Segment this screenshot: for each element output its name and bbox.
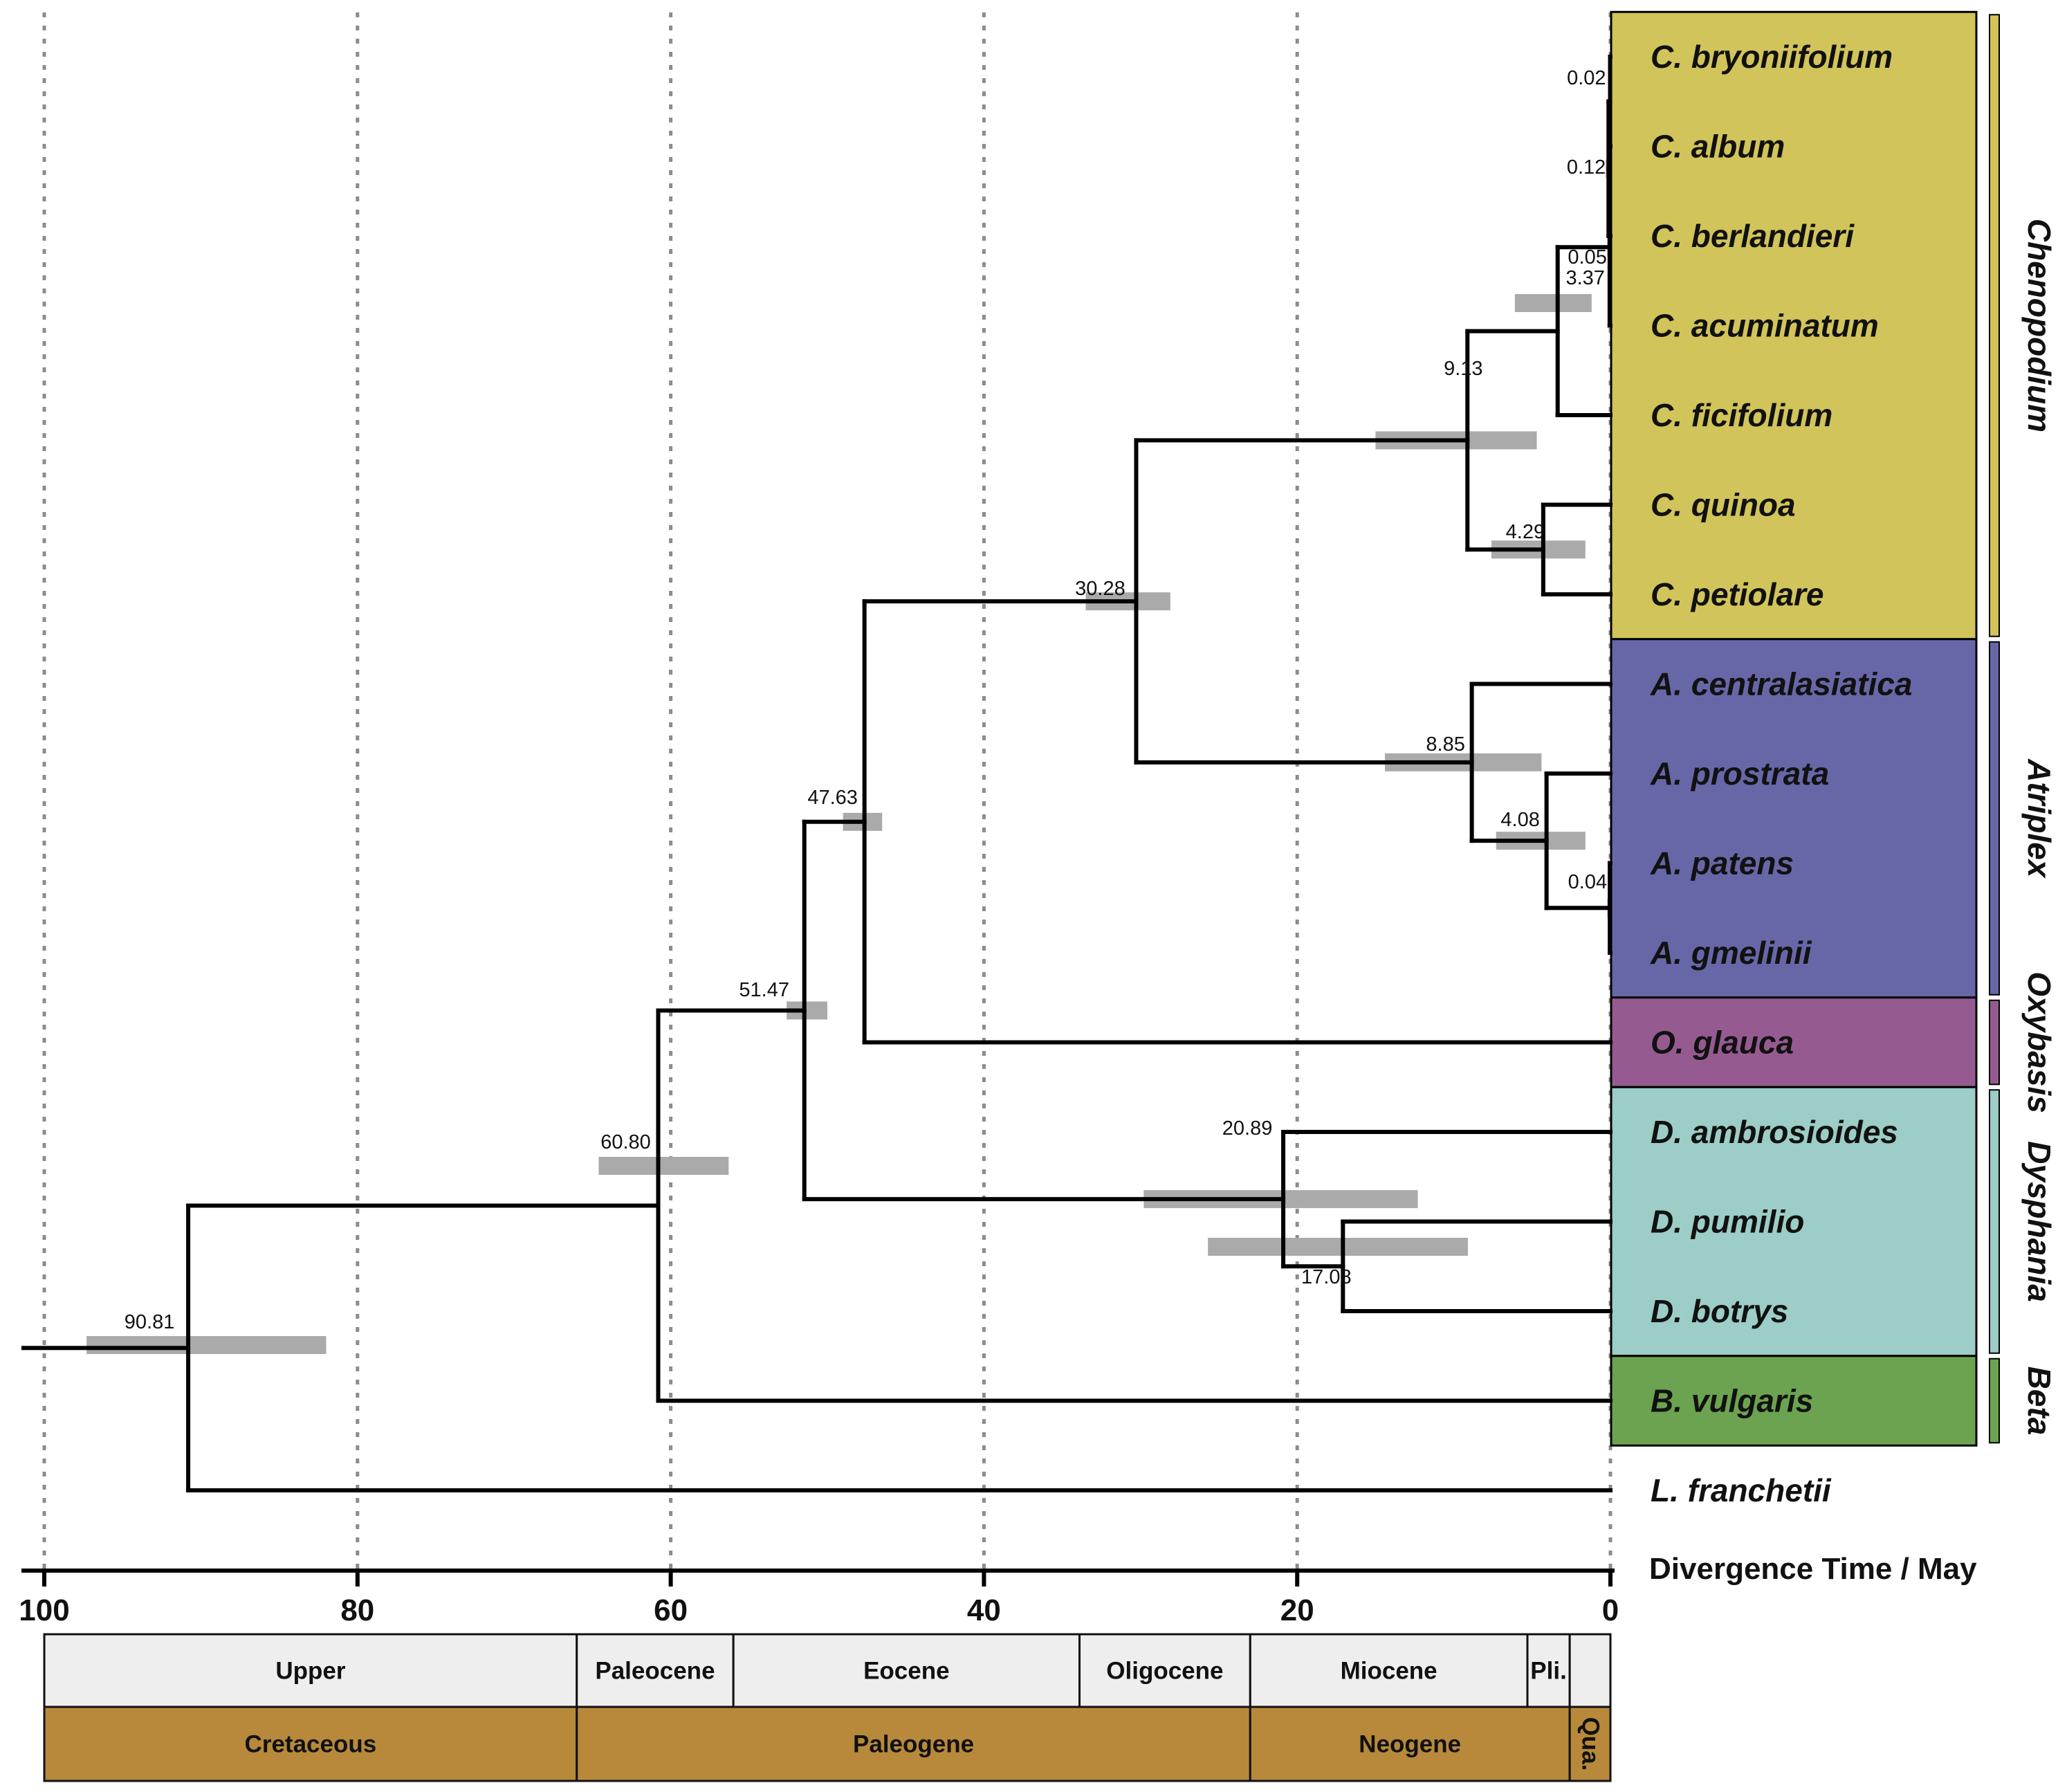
epoch-cell [576, 1633, 735, 1708]
clade-block-atriplex [1610, 638, 1978, 999]
epoch-cell [43, 1633, 578, 1708]
period-cell [576, 1706, 1251, 1782]
tip-label: D. pumilio [1651, 1204, 1804, 1240]
node-age-label: 4.08 [1500, 809, 1539, 831]
clade-block-oxybasis [1610, 996, 1978, 1088]
period-label: Qua. [1577, 1717, 1604, 1771]
clade-label: Chenopodium [2021, 219, 2057, 432]
clade-labels: Chenopodium Atriplex Oxybasis Dysphania Beta [2021, 219, 2057, 1435]
epoch-label: Oligocene [1106, 1658, 1223, 1685]
geologic-timescale: Upper Paleocene Eocene Oligocene Miocene Pli.… [43, 1633, 1612, 1782]
hpd-bars [86, 92, 1612, 1354]
tip-label: C. berlandieri [1651, 218, 1855, 254]
epoch-label: Miocene [1341, 1658, 1437, 1685]
node-age-label: 17.08 [1301, 1266, 1352, 1288]
tip-labels: C. bryoniifolium C. album C. berlandieri C.… [1650, 39, 1912, 1508]
epoch-label: Pli. [1530, 1658, 1567, 1685]
node-age-label: 47.63 [807, 787, 858, 809]
node-age-label: 0.04 [1568, 871, 1607, 893]
clade-block-dysphania [1610, 1086, 1978, 1357]
node-age-labels: 0.02 0.12 0.053.37 4.29 9.13 0.04 4.08 8.85 30.2… [125, 67, 1607, 1333]
period-label: Cretaceous [245, 1731, 377, 1758]
clade-side-bar-chenopodium [1989, 14, 2000, 637]
epoch-cell [1249, 1633, 1529, 1708]
tip-label: D. botrys [1651, 1293, 1788, 1329]
clade-label: Beta [2021, 1366, 2057, 1436]
node-age-label: 60.80 [600, 1131, 651, 1153]
tip-label: C. album [1651, 129, 1785, 165]
clade-label: Oxybasis [2021, 971, 2057, 1113]
axis-tick-label: 0 [1602, 1593, 1619, 1627]
epoch-cell [1568, 1633, 1612, 1708]
node-age-label: 30.28 [1075, 578, 1126, 600]
clade-label: Atriplex [2021, 758, 2057, 879]
clade-side-bar-oxybasis [1989, 999, 2000, 1086]
clade-color-blocks [1610, 10, 2000, 1447]
tip-label: C. acuminatum [1651, 308, 1879, 344]
axis-tick-label: 40 [967, 1593, 1001, 1627]
tip-label: C. ficifolium [1651, 397, 1832, 433]
clade-side-bar-dysphania [1989, 1089, 2000, 1354]
tip-label: A. prostrata [1650, 756, 1829, 792]
tip-label: C. quinoa [1651, 487, 1796, 523]
epoch-cell [1526, 1633, 1571, 1708]
node-age-label: 0.02 [1567, 67, 1606, 89]
tip-label: A. centralasiatica [1650, 666, 1912, 702]
tip-label: L. franchetii [1651, 1472, 1832, 1508]
period-cell [1249, 1706, 1571, 1782]
period-cell [43, 1706, 578, 1782]
axis-tick-label: 100 [19, 1593, 69, 1627]
axis-title: Divergence Time / May [1649, 1552, 1977, 1586]
tip-label: C. bryoniifolium [1651, 39, 1893, 75]
node-age-label: 0.12 [1567, 156, 1606, 179]
hpd-bar [598, 1157, 729, 1175]
period-label: Paleogene [853, 1731, 974, 1758]
epoch-cell [1078, 1633, 1251, 1708]
tip-label: A. gmelinii [1650, 935, 1812, 971]
epoch-label: Upper [275, 1658, 346, 1685]
tip-label: C. petiolare [1651, 576, 1824, 612]
epoch-cell [732, 1633, 1081, 1708]
epoch-label: Paleocene [595, 1658, 715, 1685]
node-age-label: 9.13 [1444, 358, 1482, 380]
tip-label: B. vulgaris [1651, 1383, 1813, 1419]
node-age-label: 8.85 [1426, 733, 1464, 756]
tip-label: O. glauca [1651, 1025, 1794, 1061]
clade-side-bar-atriplex [1989, 641, 2000, 996]
node-age-label: 0.05 [1568, 246, 1606, 268]
hpd-bar [1514, 294, 1592, 312]
axis-tick-label: 80 [340, 1593, 374, 1627]
node-age-label: 3.37 [1565, 267, 1604, 289]
node-age-label: 51.47 [739, 979, 789, 1001]
period-cell [1568, 1706, 1612, 1782]
tree-branches [21, 55, 1613, 1492]
time-axis: 100 80 60 40 20 0 Divergence Time / May [19, 1552, 1977, 1627]
node-age-label: 90.81 [125, 1311, 175, 1333]
hpd-bar [1208, 1238, 1468, 1256]
hpd-bar [86, 1336, 327, 1354]
tip-label: D. ambrosioides [1651, 1114, 1898, 1150]
clade-side-bar-beta [1989, 1357, 2000, 1444]
node-age-label: 4.29 [1506, 521, 1545, 543]
clade-label: Dysphania [2021, 1141, 2057, 1302]
period-label: Neogene [1359, 1731, 1461, 1758]
clade-block-beta [1610, 1355, 1978, 1447]
node-age-label: 20.89 [1222, 1117, 1273, 1140]
axis-tick-label: 60 [654, 1593, 688, 1627]
epoch-label: Eocene [863, 1658, 950, 1685]
tip-label: A. patens [1650, 845, 1794, 881]
axis-tick-label: 20 [1280, 1593, 1314, 1627]
